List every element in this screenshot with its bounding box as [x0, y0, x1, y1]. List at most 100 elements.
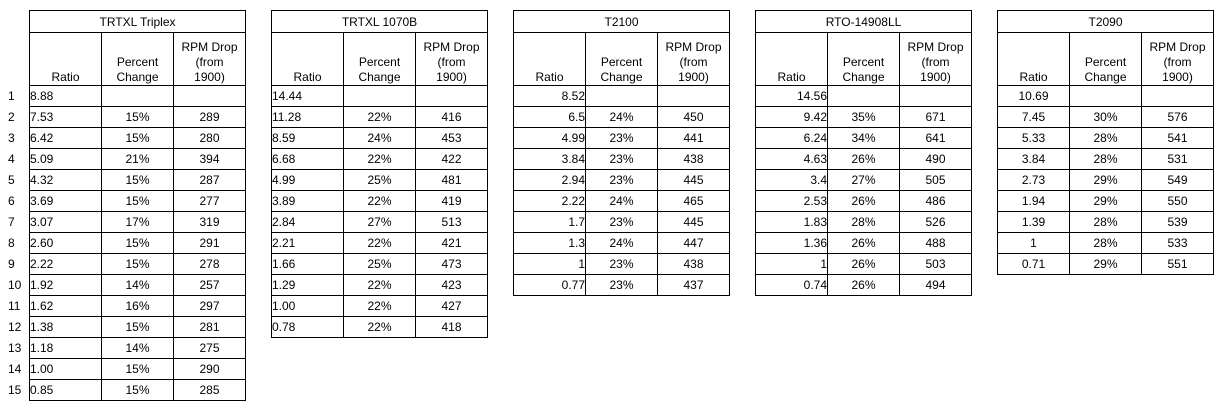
- gear-table-2: TRTXL 1070B Ratio Percent Change RPM Drop (fr…: [271, 10, 488, 338]
- rpm-drop-cell: 503: [899, 253, 972, 275]
- rpm-drop-header-line: 1900): [436, 70, 467, 84]
- data-table: T2100 Ratio Percent Change RPM Drop (from 1900…: [513, 10, 730, 296]
- table-row: 1.38 15% 281: [29, 316, 246, 338]
- percent-change-header: Percent Change: [343, 32, 416, 86]
- table-row: 4.99 25% 481: [271, 169, 488, 191]
- gear-table-5: T2090 Ratio Percent Change RPM Drop (from 1900…: [997, 10, 1214, 275]
- table-row: 1 26% 503: [755, 253, 972, 275]
- table-row: 3.84 28% 531: [997, 148, 1214, 170]
- rpm-drop-cell: 494: [899, 274, 972, 296]
- table-row: 3.4 27% 505: [755, 169, 972, 191]
- percent-change-cell: 22%: [343, 148, 416, 170]
- data-table: TRTXL Triplex Ratio Percent Change RPM Drop(…: [29, 10, 246, 401]
- rpm-drop-header-line: 1900): [678, 70, 709, 84]
- ratio-cell: 7.45: [997, 106, 1070, 128]
- table-row: 3.69 15% 277: [29, 190, 246, 212]
- rpm-drop-cell: 473: [415, 253, 488, 275]
- ratio-header-label: Ratio: [293, 70, 322, 84]
- ratio-cell: 4.99: [513, 127, 586, 149]
- rpm-drop-header-line: RPM Drop: [423, 40, 480, 54]
- rpm-drop-header: RPM Drop (from 1900): [173, 32, 246, 86]
- ratio-cell: 5.33: [997, 127, 1070, 149]
- percent-change-cell: 22%: [343, 190, 416, 212]
- percent-change-cell: 22%: [343, 316, 416, 338]
- percent-change-cell: 26%: [827, 274, 900, 296]
- ratio-cell: 3.69: [29, 190, 102, 212]
- rpm-drop-header-line: 1900): [920, 70, 951, 84]
- rpm-drop-cell: 641: [899, 127, 972, 149]
- percent-change-header-line: Change: [842, 70, 885, 84]
- percent-change-cell: 23%: [585, 211, 658, 233]
- percent-change-cell: 22%: [343, 295, 416, 317]
- percent-change-cell: 29%: [1069, 190, 1142, 212]
- rpm-drop-cell: 488: [899, 232, 972, 254]
- percent-change-cell: 16%: [101, 295, 174, 317]
- table-row: 4.99 23% 441: [513, 127, 730, 149]
- percent-change-cell: 17%: [101, 211, 174, 233]
- rpm-drop-header-line: RPM Drop: [907, 40, 964, 54]
- percent-change-cell: 24%: [585, 106, 658, 128]
- ratio-cell: 11.28: [271, 106, 344, 128]
- table-row: 2.22 24% 465: [513, 190, 730, 212]
- rpm-drop-cell: 541: [1141, 127, 1214, 149]
- row-number: 2: [8, 110, 15, 124]
- ratio-cell: 1.39: [997, 211, 1070, 233]
- rpm-drop-header-line: (from: [679, 55, 708, 69]
- ratio-header: Ratio: [29, 32, 102, 86]
- table-row: 4.63 26% 490: [755, 148, 972, 170]
- rpm-drop-cell: 278: [173, 253, 246, 275]
- rpm-drop-header-line: (from: [921, 55, 950, 69]
- table-row: 6.42 15% 280: [29, 127, 246, 149]
- row-number: 14: [8, 362, 22, 376]
- table-row: 2.53 26% 486: [755, 190, 972, 212]
- table-row: 2.73 29% 549: [997, 169, 1214, 191]
- rpm-drop-cell: [415, 85, 488, 107]
- row-number: 13: [8, 341, 22, 355]
- ratio-cell: 4.32: [29, 169, 102, 191]
- table-row: 5.09 21% 394: [29, 148, 246, 170]
- table-row: 2.21 22% 421: [271, 232, 488, 254]
- table-title: TRTXL Triplex: [29, 10, 246, 33]
- rpm-drop-cell: 418: [415, 316, 488, 338]
- row-number: 5: [8, 173, 15, 187]
- percent-change-cell: 28%: [1069, 148, 1142, 170]
- row-number: 7: [8, 215, 15, 229]
- rpm-drop-cell: 513: [415, 211, 488, 233]
- table-row: 2.94 23% 445: [513, 169, 730, 191]
- table-row: 2.84 27% 513: [271, 211, 488, 233]
- rpm-drop-cell: 490: [899, 148, 972, 170]
- percent-change-header-line: Percent: [600, 55, 643, 69]
- rpm-drop-cell: 423: [415, 274, 488, 296]
- percent-change-cell: 15%: [101, 379, 174, 401]
- table-row: 7.53 15% 289: [29, 106, 246, 128]
- row-number: 12: [8, 320, 22, 334]
- rpm-drop-cell: 441: [657, 127, 730, 149]
- ratio-cell: 1.00: [271, 295, 344, 317]
- table-row: 7.45 30% 576: [997, 106, 1214, 128]
- ratio-cell: 2.84: [271, 211, 344, 233]
- percent-change-cell: 15%: [101, 190, 174, 212]
- percent-change-cell: 29%: [1069, 253, 1142, 275]
- rpm-drop-cell: 257: [173, 274, 246, 296]
- ratio-cell: 4.99: [271, 169, 344, 191]
- percent-change-cell: 25%: [343, 169, 416, 191]
- rpm-drop-cell: 280: [173, 127, 246, 149]
- gear-table-4: RTO-14908LL Ratio Percent Change RPM Drop (fr…: [755, 10, 972, 296]
- table-title: RTO-14908LL: [755, 10, 972, 33]
- ratio-header: Ratio: [997, 32, 1070, 86]
- percent-change-cell: [585, 85, 658, 107]
- rpm-drop-cell: 551: [1141, 253, 1214, 275]
- ratio-header-label: Ratio: [1019, 70, 1048, 84]
- ratio-cell: 1.83: [755, 211, 828, 233]
- table-row: 6.68 22% 422: [271, 148, 488, 170]
- table-row: 0.71 29% 551: [997, 253, 1214, 275]
- percent-change-cell: 14%: [101, 337, 174, 359]
- rpm-drop-header: RPM Drop (from 1900): [899, 32, 972, 86]
- percent-change-header: Percent Change: [1069, 32, 1142, 86]
- percent-change-cell: 27%: [343, 211, 416, 233]
- ratio-cell: 1.3: [513, 232, 586, 254]
- ratio-cell: 2.94: [513, 169, 586, 191]
- rpm-drop-cell: [173, 85, 246, 107]
- rpm-drop-cell: 533: [1141, 232, 1214, 254]
- percent-change-cell: 14%: [101, 274, 174, 296]
